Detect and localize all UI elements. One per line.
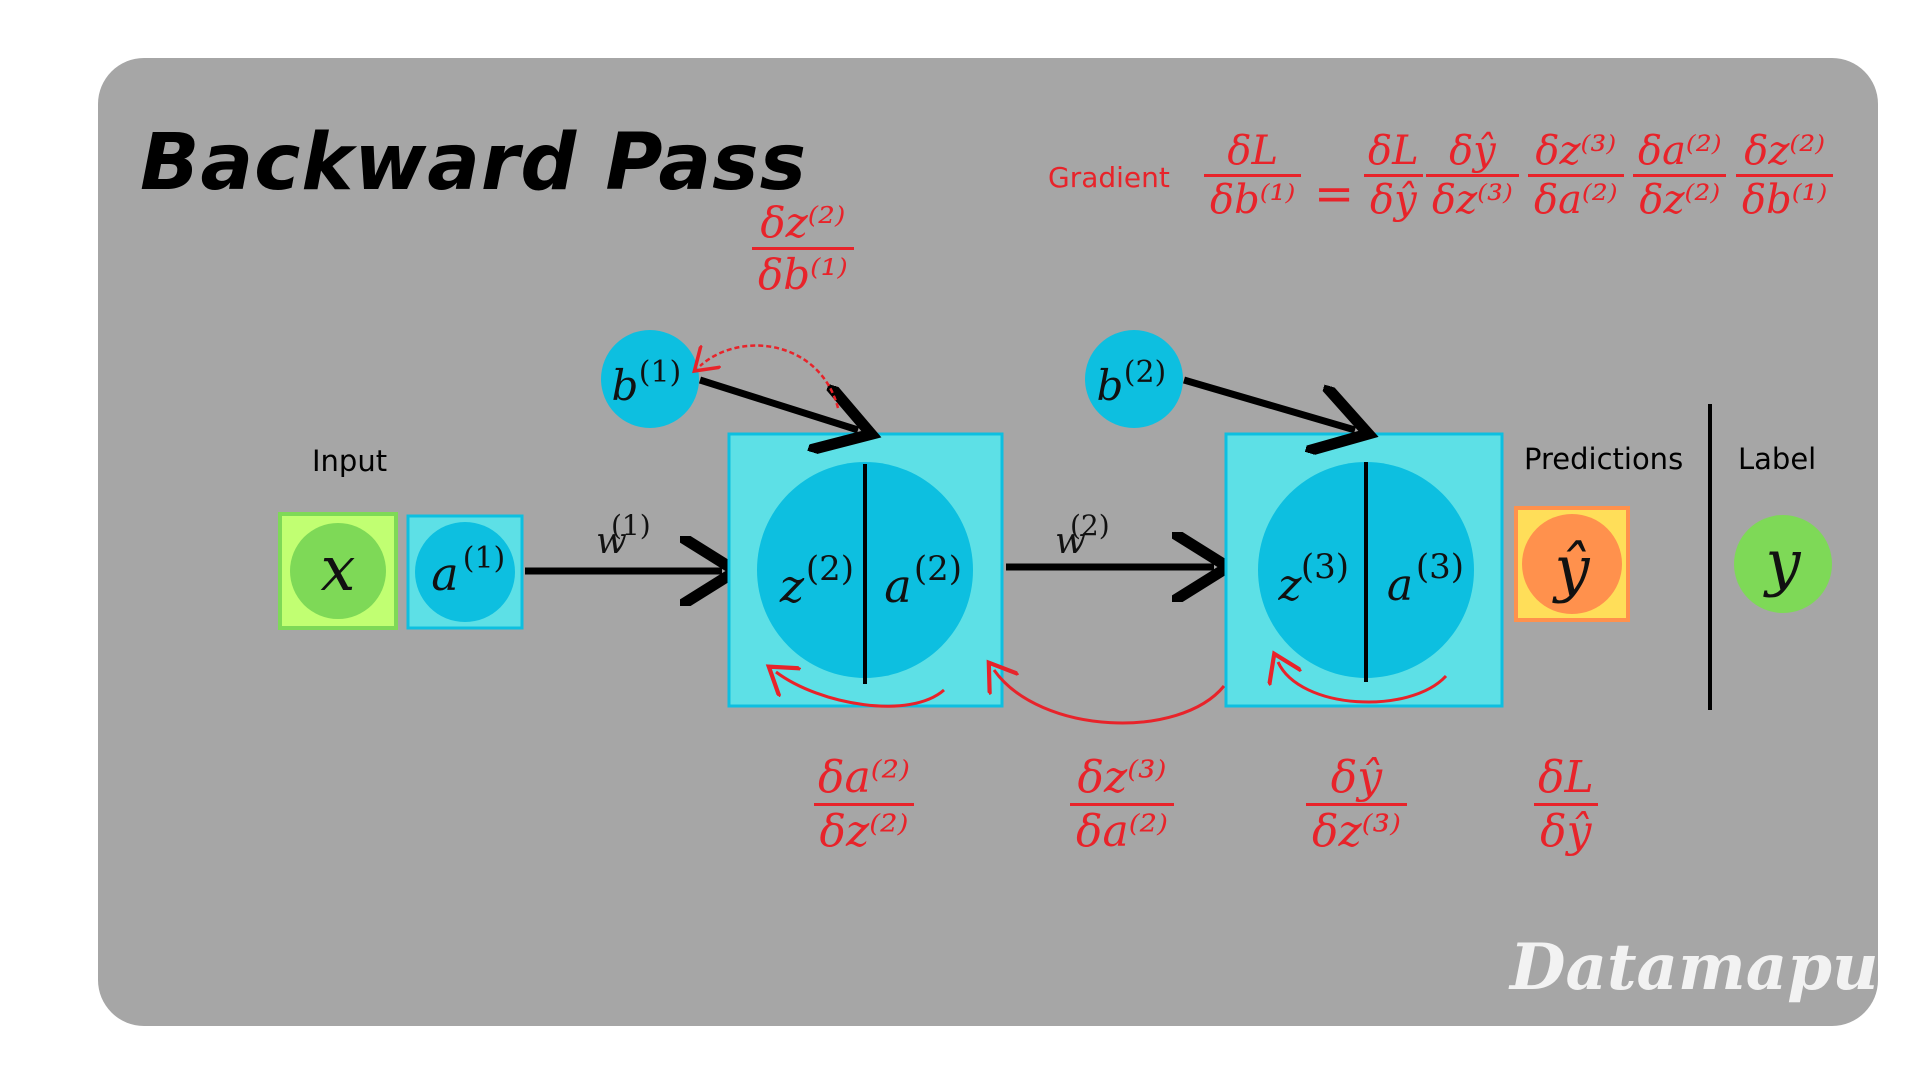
gradient-rhs-term-1-denominator: δŷ (1363, 174, 1423, 223)
local-gradient-dyhat-dz3-numerator: δŷ (1330, 752, 1383, 803)
label-y-text: y (1762, 526, 1801, 599)
gradient-rhs-term-4-numerator: δa⁽²⁾ (1638, 128, 1722, 174)
local-gradient-dz3-da2-denominator: δa⁽²⁾ (1070, 803, 1174, 857)
a1-text: a (431, 547, 458, 601)
a1-node (415, 522, 515, 622)
prediction-node (1522, 514, 1622, 614)
label-y-node (1734, 515, 1832, 613)
gradient-label: Gradient (1048, 161, 1170, 194)
local-gradient-dyhat-dz3: δŷ δz⁽³⁾ (1306, 752, 1407, 857)
local-gradient-da2-dz2-denominator: δz⁽²⁾ (813, 803, 915, 857)
local-gradient-dz2-db1-numerator: δz⁽²⁾ (760, 198, 846, 247)
input-label: Input (312, 444, 388, 478)
a1-superscript: (1) (463, 541, 506, 576)
local-gradient-dz3-da2-numerator: δz⁽³⁾ (1077, 752, 1167, 803)
b1-text: b (612, 361, 639, 410)
gradient-rhs-term-2: δŷ δz⁽³⁾ (1426, 128, 1519, 223)
datamapu-watermark: Datamapu (1510, 930, 1879, 1005)
local-gradient-da2-dz2-numerator: δa⁽²⁾ (818, 752, 910, 803)
b2-text: b (1097, 361, 1124, 410)
gradient-rhs-term-5-numerator: δz⁽²⁾ (1744, 128, 1826, 174)
local-gradient-dz2-db1: δz⁽²⁾ δb⁽¹⁾ (752, 198, 854, 299)
gradient-rhs-term-2-denominator: δz⁽³⁾ (1426, 174, 1519, 223)
b2-to-output3-arrow (1183, 376, 1355, 430)
gradient-rhs-term-4: δa⁽²⁾ δz⁽²⁾ (1632, 128, 1728, 223)
input-x-node (290, 523, 386, 619)
gradient-lhs-numerator: δL (1227, 128, 1279, 174)
gradient-rhs-term-3: δz⁽³⁾ δa⁽²⁾ (1528, 128, 1624, 223)
backprop-arrow-a2-to-z2 (776, 672, 945, 708)
input-x-text: x (321, 532, 356, 605)
b2-node (1085, 330, 1183, 428)
local-gradient-dL-dyhat: δL δŷ (1532, 752, 1600, 857)
backprop-arrow-a3-to-z3 (1278, 662, 1448, 704)
a2-superscript: (2) (914, 549, 962, 589)
backprop-arrow-to-b1 (700, 344, 840, 409)
predictions-label: Predictions (1524, 442, 1684, 476)
z3-text: z (1277, 560, 1302, 611)
z2-text: z (779, 559, 805, 613)
local-gradient-da2-dz2: δa⁽²⁾ δz⁽²⁾ (812, 752, 916, 857)
gradient-rhs-term-3-numerator: δz⁽³⁾ (1535, 128, 1617, 174)
gradient-lhs-fraction: δL δb⁽¹⁾ (1204, 128, 1302, 223)
z2-superscript: (2) (806, 549, 854, 589)
prediction-yhat-text: ŷ (1551, 532, 1590, 605)
b1-node (601, 330, 699, 428)
gradient-rhs-term-5: δz⁽²⁾ δb⁽¹⁾ (1736, 128, 1834, 223)
b1-to-hidden2-arrow (698, 376, 858, 430)
gradient-lhs-denominator: δb⁽¹⁾ (1204, 174, 1302, 223)
gradient-rhs-term-3-denominator: δa⁽²⁾ (1528, 174, 1624, 223)
backprop-arrow-z3-to-a2 (994, 670, 1226, 725)
b1-superscript: (1) (639, 355, 682, 390)
w1-superscript: (1) (611, 509, 651, 542)
a2-text: a (884, 559, 911, 613)
gradient-rhs-term-1: δL δŷ (1362, 128, 1425, 223)
a3-superscript: (3) (1416, 547, 1464, 587)
w2-text: w (1055, 521, 1086, 562)
gradient-equals-sign: = (1314, 166, 1355, 222)
z3-superscript: (3) (1301, 547, 1349, 587)
gradient-rhs-term-4-denominator: δz⁽²⁾ (1633, 174, 1727, 223)
diagram-title: Backward Pass (140, 118, 808, 208)
gradient-rhs-term-2-numerator: δŷ (1449, 128, 1496, 174)
gradient-rhs-term-5-denominator: δb⁽¹⁾ (1736, 174, 1834, 223)
local-gradient-dL-dyhat-denominator: δŷ (1534, 803, 1598, 857)
w1-text: w (596, 521, 627, 562)
local-gradient-dz3-da2: δz⁽³⁾ δa⁽²⁾ (1070, 752, 1174, 857)
label-label: Label (1738, 442, 1817, 476)
local-gradient-dL-dyhat-numerator: δL (1538, 752, 1594, 803)
w2-superscript: (2) (1070, 509, 1110, 542)
a3-text: a (1387, 560, 1413, 611)
b2-superscript: (2) (1124, 355, 1167, 390)
gradient-rhs-term-1-numerator: δL (1368, 128, 1419, 174)
local-gradient-dyhat-dz3-denominator: δz⁽³⁾ (1306, 803, 1407, 857)
local-gradient-dz2-db1-denominator: δb⁽¹⁾ (752, 247, 854, 299)
